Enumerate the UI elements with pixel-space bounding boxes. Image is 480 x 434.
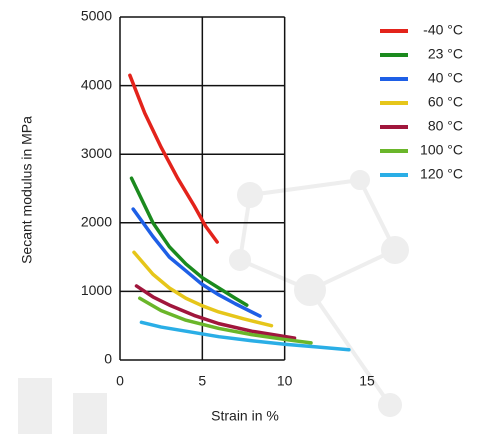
- legend-label: 120 °C: [420, 166, 463, 182]
- x-tick-label: 0: [116, 373, 124, 389]
- watermark: [18, 170, 409, 434]
- y-tick-label: 0: [104, 351, 112, 367]
- x-tick-label: 15: [359, 373, 375, 389]
- x-tick-label: 10: [277, 373, 293, 389]
- y-tick-label: 4000: [81, 76, 112, 92]
- y-tick-label: 3000: [81, 145, 112, 161]
- legend-label: 60 °C: [428, 94, 463, 110]
- data-line: [131, 207, 262, 318]
- data-line: [129, 176, 249, 307]
- data-line: [132, 250, 274, 328]
- data-line: [138, 296, 313, 345]
- x-axis-label: Strain in %: [211, 408, 279, 424]
- data-line: [128, 73, 219, 244]
- legend-label: 40 °C: [428, 70, 463, 86]
- legend-label: 100 °C: [420, 142, 463, 158]
- y-axis-label: Secant modulus in MPa: [19, 116, 35, 264]
- x-tick-label: 5: [198, 373, 206, 389]
- legend-label: 23 °C: [428, 46, 463, 62]
- data-line: [139, 320, 351, 352]
- y-tick-label: 1000: [81, 282, 112, 298]
- legend-label: -40 °C: [423, 22, 463, 38]
- y-tick-label: 2000: [81, 214, 112, 230]
- y-tick-label: 5000: [81, 8, 112, 24]
- legend-label: 80 °C: [428, 118, 463, 134]
- data-line: [134, 284, 297, 340]
